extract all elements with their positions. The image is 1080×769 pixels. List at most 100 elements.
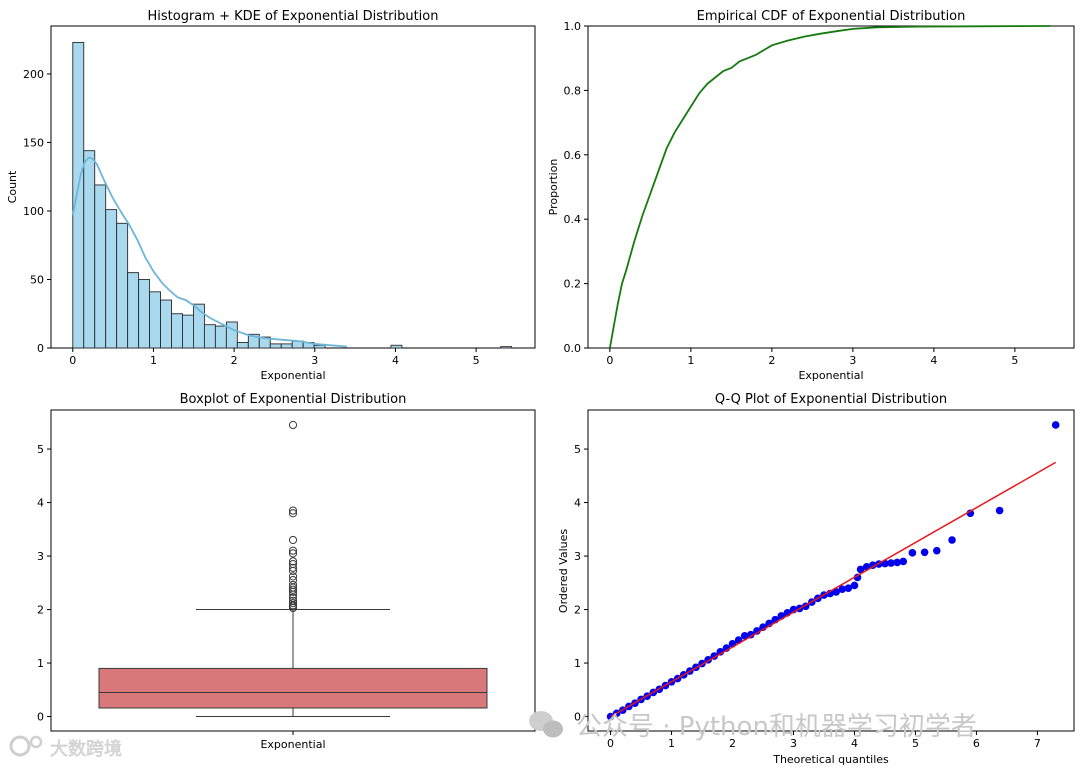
boxplot-ytick-label: 2 <box>37 604 44 617</box>
ecdf-ylabel: Proportion <box>547 159 560 216</box>
histogram-ytick-label: 50 <box>30 273 44 286</box>
histogram-bar <box>116 222 129 349</box>
boxplot-outlier <box>288 596 298 606</box>
qq-reference-line <box>610 461 1057 718</box>
histogram-xtick-label: 4 <box>392 354 399 367</box>
watermark-corner: 大数跨境 <box>9 735 122 760</box>
qq-point <box>832 588 840 596</box>
ecdf-title: Empirical CDF of Exponential Distributio… <box>697 9 966 24</box>
boxplot-outlier <box>288 557 298 566</box>
boxplot-outlier <box>288 580 298 590</box>
boxplot-outlier <box>288 563 298 572</box>
qq-point <box>753 627 761 635</box>
qq-point <box>716 648 725 656</box>
histogram-kde-line <box>71 156 348 348</box>
ecdf-ytick-label: 0.4 <box>564 213 582 226</box>
boxplot-ytick-label: 1 <box>37 657 44 670</box>
boxplot-ticks: 0 1 2 3 4 5 <box>37 443 294 735</box>
qq-point <box>853 573 862 582</box>
histogram-title: Histogram + KDE of Exponential Distribut… <box>148 9 439 24</box>
histogram-bar <box>280 343 293 349</box>
qq-title: Q-Q Plot of Exponential Distribution <box>715 392 947 407</box>
ecdf-curve <box>609 25 1051 349</box>
qq-xlabel: Theoretical quantiles <box>772 753 889 766</box>
histogram-xtick-label: 5 <box>473 354 480 367</box>
ecdf-ytick-label: 1.0 <box>564 20 582 33</box>
qq-point <box>887 559 895 567</box>
qq-xtick-label: 2 <box>729 737 736 750</box>
qq-ytick-label: 4 <box>574 497 581 510</box>
qq-xtick-label: 0 <box>607 737 614 750</box>
histogram-bar <box>203 324 216 349</box>
qq-point <box>606 712 615 721</box>
histogram-bar <box>258 336 271 349</box>
corner-logo-icon <box>9 735 31 757</box>
histogram-bar <box>313 344 326 349</box>
histogram-bar <box>214 325 227 349</box>
ecdf-xtick-label: 2 <box>768 354 775 367</box>
histogram-ytick-label: 150 <box>23 136 44 149</box>
boxplot-outlier <box>288 593 298 602</box>
boxplot-ytick-label: 3 <box>37 550 44 563</box>
ecdf-xtick-label: 5 <box>1011 354 1018 367</box>
qq-xtick-label: 4 <box>851 737 858 750</box>
watermark-main: 公众号 · Python和机器学习初学者 <box>529 711 977 742</box>
ecdf-axes-frame <box>587 25 1075 349</box>
boxplot-outlier <box>288 506 298 515</box>
qq-point <box>893 558 901 567</box>
ecdf-ytick-label: 0.2 <box>564 278 582 291</box>
ecdf-panel: 0 1 2 3 4 5 0.0 0.2 0.4 0.6 0.8 1.0 Empirical CDF o… <box>547 9 1075 382</box>
boxplot-ytick-label: 5 <box>37 443 44 456</box>
ecdf-xtick-label: 0 <box>606 354 613 367</box>
qq-ytick-label: 1 <box>574 657 581 670</box>
histogram-bar <box>94 184 107 349</box>
boxplot-outlier <box>288 599 298 608</box>
histogram-ylabel: Count <box>6 170 19 203</box>
qq-point <box>899 557 908 566</box>
qq-point <box>948 536 956 544</box>
qq-point <box>868 561 877 569</box>
boxplot-iqr-box <box>98 667 488 709</box>
ecdf-ticks: 0 1 2 3 4 5 0.0 0.2 0.4 0.6 0.8 1.0 <box>564 20 1019 367</box>
qq-point <box>747 630 755 639</box>
qq-panel: 0 1 2 3 4 5 6 7 0 1 2 3 4 5 Q-Q Plot of Exponential D… <box>557 392 1075 766</box>
histogram-bar <box>269 343 282 349</box>
boxplot-outlier <box>288 585 298 594</box>
ecdf-xtick-label: 3 <box>849 354 856 367</box>
watermark-main-text: 公众号 · Python和机器学习初学者 <box>576 712 977 742</box>
boxplot-outlier <box>288 549 298 558</box>
ecdf-xtick-label: 1 <box>687 354 694 367</box>
histogram-bar <box>83 150 96 349</box>
qq-point <box>1051 421 1060 429</box>
qq-ytick-label: 5 <box>574 443 581 456</box>
histogram-bar <box>500 346 513 349</box>
qq-point <box>850 581 859 590</box>
histogram-bar <box>72 41 85 349</box>
qq-xtick-label: 6 <box>973 737 980 750</box>
boxplot-title: Boxplot of Exponential Distribution <box>180 392 407 407</box>
boxplot-outlier <box>288 420 298 430</box>
histogram-ytick-label: 200 <box>23 68 44 81</box>
boxplot-panel: 0 1 2 3 4 5 Boxplot of Exponential Distributi… <box>37 392 536 751</box>
qq-point <box>844 584 853 592</box>
ecdf-xtick-label: 4 <box>930 354 937 367</box>
ecdf-line <box>609 25 1051 349</box>
qq-ylabel: Ordered Values <box>557 529 570 613</box>
boxplot-ytick-label: 4 <box>37 497 44 510</box>
qq-xtick-label: 1 <box>668 737 675 750</box>
boxplot-outlier <box>288 572 298 581</box>
qq-ticks: 0 1 2 3 4 5 6 7 0 1 2 3 4 5 <box>574 443 1041 750</box>
qq-axes-frame <box>587 409 1075 732</box>
histogram-bars <box>72 41 513 349</box>
ecdf-ytick-label: 0.0 <box>564 342 582 355</box>
kde-curve <box>71 156 348 348</box>
qq-ytick-label: 0 <box>574 711 581 724</box>
qq-point <box>740 631 749 640</box>
boxplot-outlier <box>288 546 298 555</box>
boxplot-ytick-label: 0 <box>37 711 44 724</box>
boxplot-outlier <box>288 509 298 518</box>
qq-point <box>920 548 929 557</box>
histogram-xlabel: Exponential <box>260 369 325 382</box>
